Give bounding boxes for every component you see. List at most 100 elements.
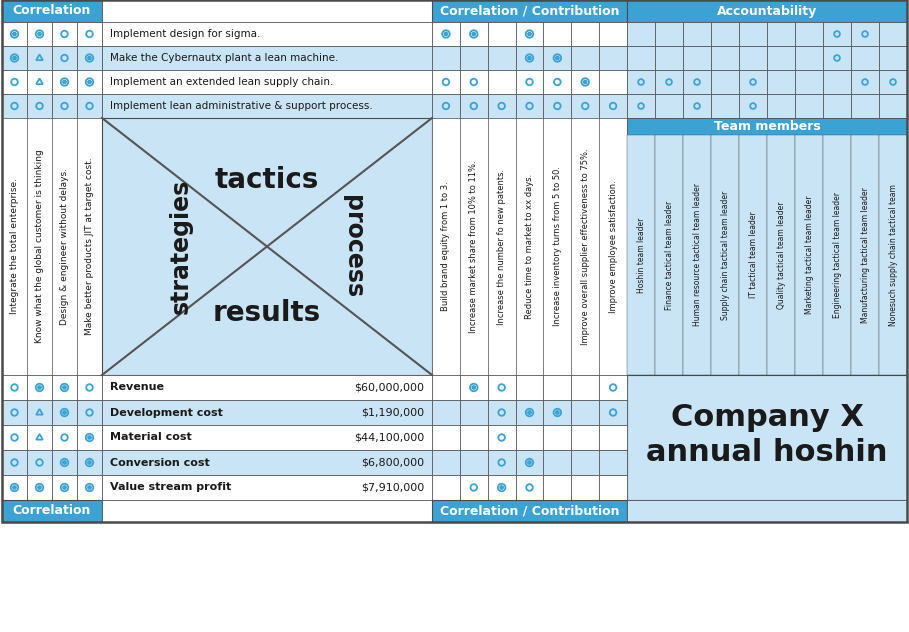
FancyBboxPatch shape	[599, 450, 627, 475]
FancyBboxPatch shape	[460, 118, 488, 375]
Text: Material cost: Material cost	[110, 432, 192, 442]
FancyBboxPatch shape	[2, 70, 27, 94]
FancyBboxPatch shape	[460, 94, 488, 118]
FancyBboxPatch shape	[52, 450, 77, 475]
FancyBboxPatch shape	[432, 450, 460, 475]
FancyBboxPatch shape	[515, 94, 544, 118]
FancyBboxPatch shape	[77, 375, 102, 400]
FancyBboxPatch shape	[515, 46, 544, 70]
FancyBboxPatch shape	[432, 0, 627, 22]
Circle shape	[500, 486, 504, 489]
FancyBboxPatch shape	[627, 70, 655, 94]
Circle shape	[528, 411, 531, 414]
FancyBboxPatch shape	[488, 46, 515, 70]
FancyBboxPatch shape	[599, 475, 627, 500]
FancyBboxPatch shape	[571, 22, 599, 46]
Text: Reduce time to market to xx days.: Reduce time to market to xx days.	[525, 174, 534, 319]
FancyBboxPatch shape	[102, 0, 432, 22]
FancyBboxPatch shape	[655, 22, 683, 46]
Text: Nonesuch supply chain tactical team: Nonesuch supply chain tactical team	[888, 184, 897, 326]
FancyBboxPatch shape	[627, 22, 655, 46]
FancyBboxPatch shape	[739, 94, 767, 118]
FancyBboxPatch shape	[27, 22, 52, 46]
FancyBboxPatch shape	[571, 46, 599, 70]
Text: Accountability: Accountability	[717, 4, 817, 18]
Text: Implement lean administrative & support process.: Implement lean administrative & support …	[110, 101, 373, 111]
FancyBboxPatch shape	[515, 70, 544, 94]
Text: annual hoshin: annual hoshin	[646, 438, 888, 467]
Text: Finance tactical team leader: Finance tactical team leader	[664, 200, 674, 310]
Circle shape	[63, 386, 66, 389]
FancyBboxPatch shape	[77, 425, 102, 450]
FancyBboxPatch shape	[739, 135, 767, 375]
FancyBboxPatch shape	[711, 46, 739, 70]
FancyBboxPatch shape	[767, 46, 795, 70]
FancyBboxPatch shape	[544, 22, 571, 46]
FancyBboxPatch shape	[432, 22, 460, 46]
FancyBboxPatch shape	[102, 500, 432, 522]
FancyBboxPatch shape	[627, 46, 655, 70]
FancyBboxPatch shape	[544, 94, 571, 118]
FancyBboxPatch shape	[767, 94, 795, 118]
Text: results: results	[213, 300, 321, 327]
FancyBboxPatch shape	[27, 400, 52, 425]
Text: Know what the global customer is thinking: Know what the global customer is thinkin…	[35, 150, 44, 343]
Circle shape	[555, 56, 559, 59]
Text: Build brand equity from 1 to 3.: Build brand equity from 1 to 3.	[442, 181, 451, 312]
Circle shape	[88, 486, 91, 489]
FancyBboxPatch shape	[739, 22, 767, 46]
FancyBboxPatch shape	[544, 70, 571, 94]
FancyBboxPatch shape	[515, 375, 544, 400]
Text: Integrate the total enterprise.: Integrate the total enterprise.	[10, 178, 19, 315]
Text: tactics: tactics	[215, 166, 319, 193]
Text: Development cost: Development cost	[110, 408, 223, 418]
Circle shape	[63, 461, 66, 464]
FancyBboxPatch shape	[432, 400, 460, 425]
FancyBboxPatch shape	[851, 22, 879, 46]
Text: Make the Cybernautx plant a lean machine.: Make the Cybernautx plant a lean machine…	[110, 53, 338, 63]
FancyBboxPatch shape	[599, 70, 627, 94]
Circle shape	[472, 386, 475, 389]
FancyBboxPatch shape	[102, 22, 432, 46]
Circle shape	[528, 56, 531, 59]
Text: Implement design for sigma.: Implement design for sigma.	[110, 29, 260, 39]
Text: Human resource tactical team leader: Human resource tactical team leader	[693, 183, 702, 327]
FancyBboxPatch shape	[2, 94, 27, 118]
Circle shape	[63, 411, 66, 414]
Circle shape	[472, 32, 475, 35]
FancyBboxPatch shape	[767, 70, 795, 94]
FancyBboxPatch shape	[571, 118, 599, 375]
FancyBboxPatch shape	[77, 46, 102, 70]
Text: $44,100,000: $44,100,000	[354, 432, 424, 442]
FancyBboxPatch shape	[488, 94, 515, 118]
FancyBboxPatch shape	[739, 70, 767, 94]
FancyBboxPatch shape	[627, 135, 655, 375]
FancyBboxPatch shape	[2, 500, 102, 522]
Circle shape	[445, 32, 447, 35]
FancyBboxPatch shape	[851, 70, 879, 94]
FancyBboxPatch shape	[102, 118, 432, 375]
FancyBboxPatch shape	[102, 94, 432, 118]
FancyBboxPatch shape	[655, 135, 683, 375]
FancyBboxPatch shape	[795, 70, 823, 94]
Text: Conversion cost: Conversion cost	[110, 458, 210, 468]
FancyBboxPatch shape	[27, 94, 52, 118]
FancyBboxPatch shape	[488, 475, 515, 500]
Text: Manufacturing tactical team leader: Manufacturing tactical team leader	[861, 187, 870, 323]
Text: Marketing tactical team leader: Marketing tactical team leader	[804, 196, 814, 314]
FancyBboxPatch shape	[515, 425, 544, 450]
FancyBboxPatch shape	[823, 70, 851, 94]
FancyBboxPatch shape	[488, 375, 515, 400]
Text: Company X: Company X	[671, 403, 864, 432]
FancyBboxPatch shape	[2, 400, 27, 425]
FancyBboxPatch shape	[544, 450, 571, 475]
Text: Correlation / Contribution: Correlation / Contribution	[440, 4, 619, 18]
FancyBboxPatch shape	[627, 118, 907, 135]
Circle shape	[88, 56, 91, 59]
Circle shape	[555, 411, 559, 414]
FancyBboxPatch shape	[851, 94, 879, 118]
FancyBboxPatch shape	[460, 400, 488, 425]
FancyBboxPatch shape	[460, 70, 488, 94]
FancyBboxPatch shape	[795, 135, 823, 375]
FancyBboxPatch shape	[627, 375, 907, 500]
